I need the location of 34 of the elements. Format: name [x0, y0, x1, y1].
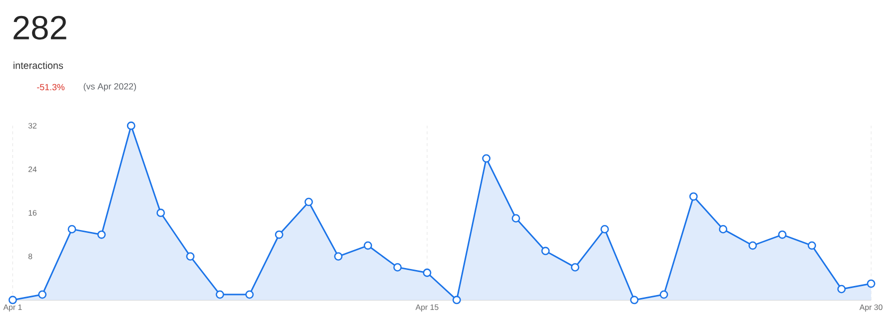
text: (vs Apr 2022): [84, 83, 136, 92]
chart-title: 282: [14, 16, 66, 40]
point: [541, 246, 550, 256]
point: [718, 225, 728, 234]
point: [97, 230, 106, 239]
point: [422, 268, 432, 278]
point: [186, 252, 195, 261]
point: [126, 122, 136, 130]
point: [866, 280, 876, 288]
point: [393, 263, 402, 272]
point: [808, 241, 816, 250]
point: [660, 290, 668, 299]
point: [630, 296, 638, 304]
point: [245, 290, 254, 299]
point: [334, 252, 343, 261]
point: [364, 241, 372, 250]
point: [600, 225, 609, 234]
point: [452, 296, 461, 304]
point: [38, 290, 47, 299]
point: [778, 230, 786, 239]
point: [748, 241, 757, 250]
point: [304, 198, 313, 206]
chart-subtitle: interactions: [14, 62, 64, 70]
text: -51.3%: [37, 84, 64, 90]
point: [512, 214, 520, 223]
point: [156, 208, 165, 218]
point: [482, 154, 490, 163]
point: [216, 290, 224, 299]
point: [689, 192, 698, 201]
point: [274, 230, 284, 239]
point: [837, 285, 846, 294]
point: [8, 296, 17, 304]
point: [570, 263, 580, 272]
point: [68, 225, 76, 234]
